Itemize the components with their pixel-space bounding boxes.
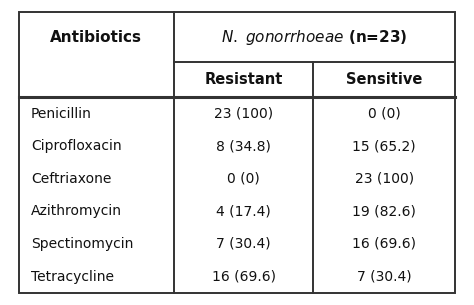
Text: Ciprofloxacin: Ciprofloxacin [31, 139, 121, 153]
Text: 0 (0): 0 (0) [368, 106, 401, 120]
Text: Tetracycline: Tetracycline [31, 270, 114, 284]
Text: Sensitive: Sensitive [346, 72, 422, 87]
Text: Antibiotics: Antibiotics [50, 30, 142, 45]
Text: Penicillin: Penicillin [31, 106, 91, 120]
Text: Azithromycin: Azithromycin [31, 204, 122, 218]
Text: 23 (100): 23 (100) [355, 172, 414, 186]
Text: 7 (30.4): 7 (30.4) [357, 270, 411, 284]
Text: Ceftriaxone: Ceftriaxone [31, 172, 111, 186]
Text: 19 (82.6): 19 (82.6) [352, 204, 416, 218]
Text: Spectinomycin: Spectinomycin [31, 237, 133, 251]
Text: Resistant: Resistant [204, 72, 283, 87]
Text: 8 (34.8): 8 (34.8) [216, 139, 271, 153]
Text: 15 (65.2): 15 (65.2) [352, 139, 416, 153]
Text: 0 (0): 0 (0) [227, 172, 260, 186]
Text: 7 (30.4): 7 (30.4) [216, 237, 271, 251]
Text: $\mathit{N.\ gonorrhoeae}$ (n=23): $\mathit{N.\ gonorrhoeae}$ (n=23) [221, 27, 408, 46]
Text: 16 (69.6): 16 (69.6) [352, 237, 416, 251]
Text: 4 (17.4): 4 (17.4) [216, 204, 271, 218]
Text: 16 (69.6): 16 (69.6) [211, 270, 275, 284]
Text: 23 (100): 23 (100) [214, 106, 273, 120]
